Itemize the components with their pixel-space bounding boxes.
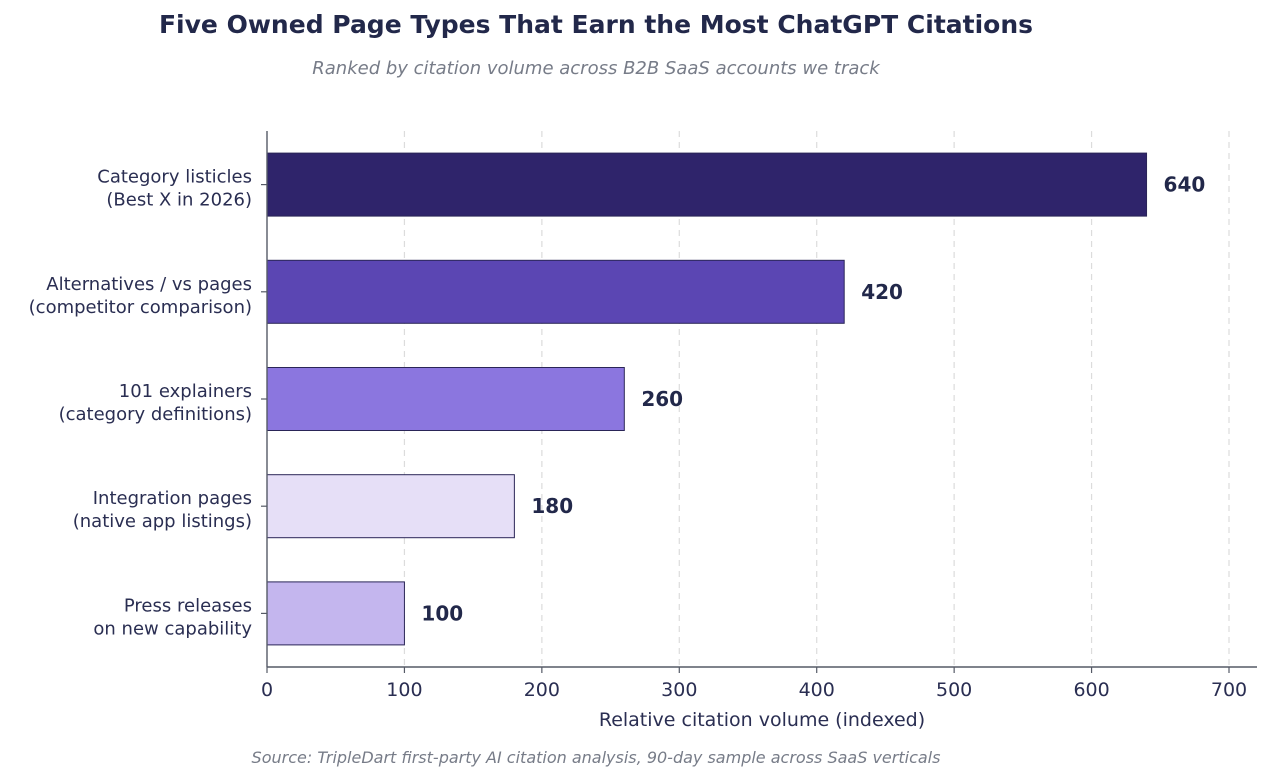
bar-value-label: 180	[531, 494, 573, 518]
bar	[266, 152, 1148, 217]
category-label: Category listicles	[97, 167, 252, 188]
category-label: on new capability	[93, 618, 252, 639]
chart-title: Five Owned Page Types That Earn the Most…	[158, 10, 1034, 39]
bar	[266, 581, 405, 646]
bar	[266, 259, 845, 324]
category-label: (Best X in 2026)	[106, 190, 252, 211]
bar-value-label: 100	[421, 601, 463, 625]
category-label: Press releases	[124, 595, 252, 616]
category-label: Alternatives / vs pages	[46, 274, 252, 295]
category-label: (category definitions)	[59, 404, 252, 425]
category-label: (native app listings)	[73, 511, 252, 532]
bar-value-label: 640	[1164, 173, 1206, 197]
x-tick-label: 0	[261, 679, 273, 701]
category-label: 101 explainers	[119, 381, 252, 402]
x-tick-label: 100	[386, 679, 422, 701]
x-axis-title: Relative citation volume (indexed)	[599, 709, 925, 731]
x-tick-label: 700	[1211, 679, 1247, 701]
x-tick-label: 400	[799, 679, 835, 701]
bar	[266, 474, 515, 539]
x-tick-label: 600	[1073, 679, 1109, 701]
category-label: (competitor comparison)	[29, 297, 252, 318]
bars	[266, 152, 1148, 646]
bar-value-label: 420	[861, 280, 903, 304]
axes	[261, 131, 1257, 673]
category-label: Integration pages	[93, 488, 252, 509]
chart-subtitle: Ranked by citation volume across B2B Saa…	[312, 58, 880, 79]
labels: 0 100 200 300 400 500 600 700 640 Category listic…	[29, 167, 1247, 731]
chart-source-note: Source: TripleDart first-party AI citati…	[251, 748, 941, 767]
x-tick-label: 300	[661, 679, 697, 701]
x-tick-label: 200	[524, 679, 560, 701]
x-tick-label: 500	[936, 679, 972, 701]
bar-value-label: 260	[641, 387, 683, 411]
bar	[266, 367, 625, 431]
